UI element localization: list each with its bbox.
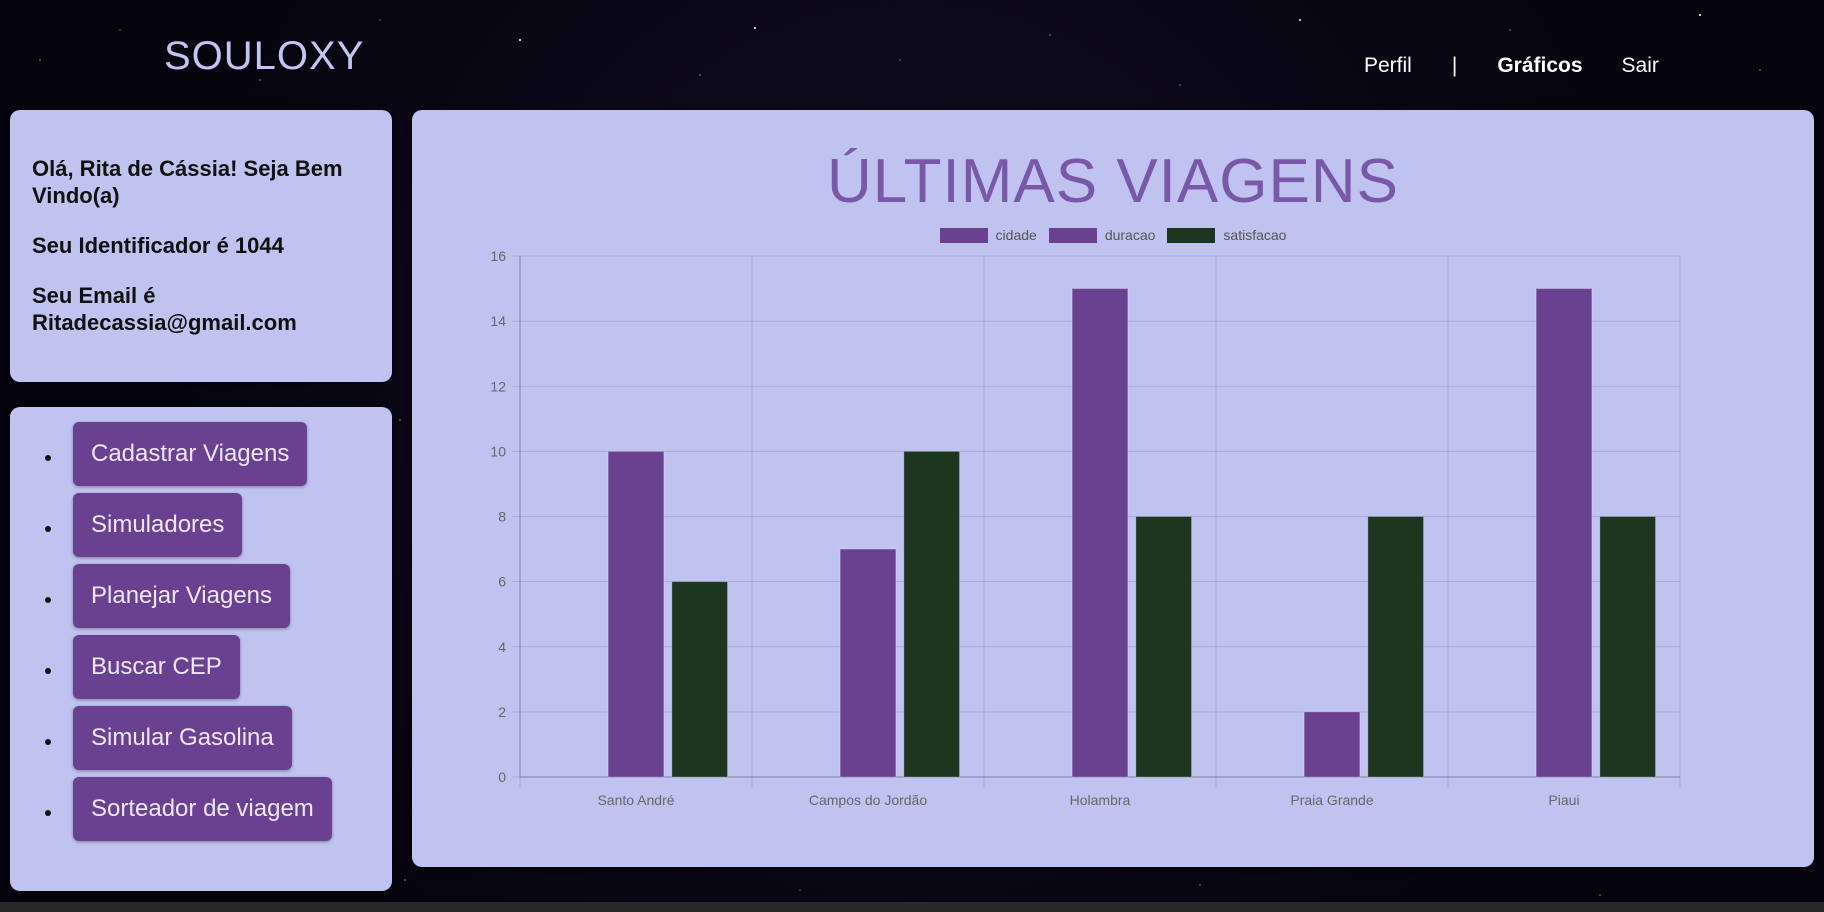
- user-info-card: Olá, Rita de Cássia! Seja Bem Vindo(a) S…: [10, 110, 392, 382]
- nav-separator: |: [1451, 54, 1458, 77]
- greeting-text: Olá, Rita de Cássia! Seja Bem Vindo(a): [32, 156, 343, 208]
- legend-swatch: [1048, 227, 1097, 243]
- bar-duracao: [839, 548, 897, 778]
- legend-label: cidade: [995, 227, 1037, 243]
- planejar-viagens-button[interactable]: Planejar Viagens: [73, 564, 291, 628]
- legend-item-satisfacao[interactable]: satisfacao: [1167, 227, 1286, 243]
- bar-satisfacao: [671, 581, 729, 778]
- top-nav: Perfil | Gráficos Sair: [1364, 54, 1659, 78]
- identifier-text: Seu Identificador é 1044: [32, 233, 284, 258]
- bar-satisfacao: [1599, 516, 1657, 778]
- nav-graficos[interactable]: Gráficos: [1497, 54, 1583, 77]
- bar-duracao: [1535, 288, 1593, 778]
- y-tick-label: 10: [490, 443, 506, 459]
- y-tick-label: 6: [498, 574, 506, 590]
- x-tick-label: Piaui: [1548, 792, 1579, 808]
- legend-swatch: [1167, 227, 1216, 243]
- cadastrar-viagens-button[interactable]: Cadastrar Viagens: [73, 422, 308, 486]
- x-tick-label: Holambra: [1070, 792, 1131, 808]
- y-tick-label: 8: [498, 509, 506, 525]
- legend-label: duracao: [1104, 227, 1156, 243]
- simuladores-button[interactable]: Simuladores: [73, 493, 243, 557]
- chart-panel: ÚLTIMAS VIAGENS cidade duracao satisfaca…: [412, 110, 1814, 867]
- bar-duracao: [607, 450, 665, 778]
- x-tick-label: Santo André: [597, 792, 674, 808]
- y-tick-label: 4: [498, 639, 506, 655]
- legend-label: satisfacao: [1223, 227, 1287, 243]
- nav-sair[interactable]: Sair: [1621, 54, 1659, 77]
- y-tick-label: 0: [498, 769, 506, 785]
- brand-logo[interactable]: SOULOXY: [164, 34, 365, 78]
- legend-item-duracao[interactable]: duracao: [1048, 227, 1156, 243]
- sorteador-de-viagem-button[interactable]: Sorteador de viagem: [73, 777, 332, 841]
- chart-title: ÚLTIMAS VIAGENS: [827, 147, 1399, 216]
- bar-satisfacao: [1367, 516, 1425, 778]
- bar-duracao: [1071, 288, 1129, 778]
- x-tick-label: Praia Grande: [1290, 792, 1373, 808]
- legend-swatch: [939, 227, 988, 243]
- nav-perfil[interactable]: Perfil: [1364, 54, 1412, 77]
- email-text: Seu Email é Ritadecassia@gmail.com: [32, 283, 297, 335]
- window-bottom-bar: [0, 902, 1824, 912]
- y-tick-label: 14: [490, 313, 506, 329]
- bar-satisfacao: [903, 450, 961, 778]
- buscar-cep-button[interactable]: Buscar CEP: [73, 635, 240, 699]
- legend-item-cidade[interactable]: cidade: [939, 227, 1037, 243]
- y-tick-label: 12: [490, 378, 506, 394]
- x-tick-label: Campos do Jordão: [809, 792, 928, 808]
- side-menu: Cadastrar Viagens Simuladores Planejar V…: [10, 407, 392, 891]
- bar-chart: 0 2 4 6 8 10 12 14 16 Santo André Campos do Jordão…: [490, 248, 1681, 808]
- chart-legend: cidade duracao satisfacao: [412, 227, 1814, 243]
- y-tick-label: 2: [498, 704, 506, 720]
- bar-satisfacao: [1135, 516, 1193, 778]
- bar-duracao: [1303, 711, 1361, 778]
- simular-gasolina-button[interactable]: Simular Gasolina: [73, 706, 292, 770]
- y-tick-label: 16: [490, 248, 506, 264]
